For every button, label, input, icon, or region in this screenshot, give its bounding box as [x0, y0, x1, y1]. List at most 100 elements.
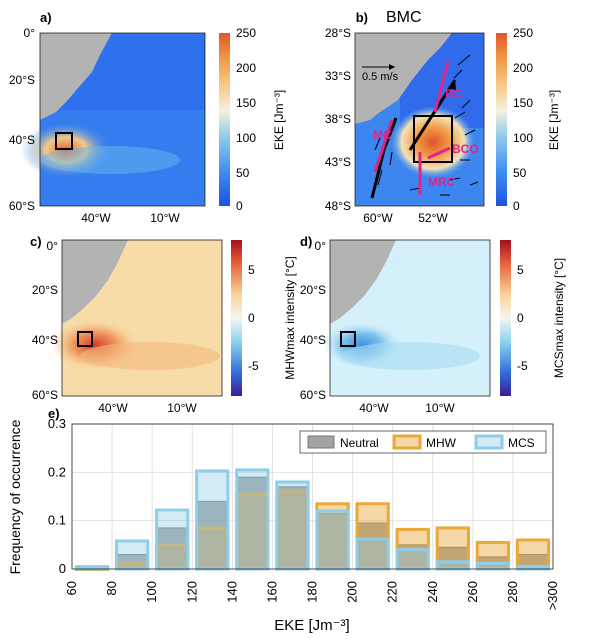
panel-d-bmc-box: [340, 331, 356, 347]
panel-a-land: [40, 33, 112, 120]
bar-mcs: [235, 468, 270, 571]
bar-mcs: [315, 509, 350, 571]
colorbar-tick: -5: [248, 359, 259, 373]
panel-b-land: [355, 33, 452, 124]
x-tick-label: 180: [305, 581, 320, 603]
panel-a-bmc-box: [55, 132, 73, 150]
colorbar-tick: 200: [513, 61, 533, 75]
panel-b: BMC b) 0.5 m/s BC MC B: [325, 9, 561, 225]
panel-c-lon-tick: 10°W: [167, 401, 197, 415]
panel-e-label: e): [48, 406, 60, 421]
bar-mcs: [195, 469, 230, 571]
panel-c-bmc-box: [77, 331, 93, 347]
panel-a-lon-tick: 40°W: [81, 211, 111, 225]
panel-e-x-ticks: 60 80 100 120 140 160 180 200 220 240 260 280 >300: [64, 581, 560, 610]
legend-label: MCS: [508, 436, 535, 450]
panel-c-label: c): [30, 234, 42, 249]
panel-d-colorbar-ticks: 5 0 -5: [517, 263, 528, 373]
panel-b-bmc-box: [413, 115, 453, 163]
panel-a-label: a): [40, 10, 52, 25]
panel-b-title: BMC: [386, 9, 422, 26]
x-tick-label: 260: [465, 581, 480, 603]
x-tick-label: 140: [224, 581, 239, 603]
panel-e-xlabel: EKE [Jm⁻³]: [274, 617, 349, 634]
legend-label: Neutral: [340, 436, 379, 450]
panel-d-colorbar: [500, 240, 511, 396]
lat-tick: 20°S: [300, 283, 326, 297]
x-tick-label: 200: [345, 581, 360, 603]
x-tick-label: 220: [385, 581, 400, 603]
bar-mcs: [114, 539, 150, 571]
panel-a-lat-tick: 20°S: [9, 73, 35, 87]
bar-mcs: [275, 480, 310, 571]
panel-d-land: [330, 240, 396, 324]
current-label-mrc: MRC: [428, 175, 456, 189]
bar-mcs: [155, 508, 190, 571]
y-tick-label: 0.2: [48, 464, 66, 479]
legend-swatch: [474, 434, 504, 450]
lat-tick: 40°S: [300, 333, 326, 347]
y-tick-label: 0.3: [48, 416, 66, 431]
y-tick-label: 0: [59, 561, 66, 576]
x-tick-label: 280: [505, 581, 520, 603]
bar-mhw: [515, 538, 551, 571]
current-label-bc: BC: [445, 87, 463, 101]
legend-swatch: [307, 435, 335, 449]
panel-a-lon-tick: 10°W: [150, 211, 180, 225]
panel-b-label: b): [356, 10, 368, 25]
lat-tick: 28°S: [325, 26, 351, 40]
panel-c-lon-tick: 40°W: [98, 401, 128, 415]
colorbar-tick: -5: [517, 359, 528, 373]
colorbar-tick: 50: [236, 166, 250, 180]
panel-b-lon-tick: 60°W: [363, 211, 393, 225]
panel-d-lon-tick: 40°W: [359, 401, 389, 415]
bar-neutral: [276, 486, 309, 570]
x-tick-label: 80: [104, 581, 119, 595]
panel-e-frame: [71, 423, 554, 570]
panel-e: e) 0 0.1 0.2 0.3 60 80 100 120 140 160 180 200 220 2…: [7, 406, 560, 634]
lat-tick: 60°S: [300, 388, 326, 402]
bar-neutral: [316, 512, 349, 570]
lat-tick: 38°S: [325, 112, 351, 126]
colorbar-tick: 0: [517, 311, 524, 325]
bar-mcs: [475, 561, 511, 571]
lat-tick: 48°S: [325, 199, 351, 213]
panel-b-lat-ticks: 28°S 33°S 38°S 43°S 48°S: [325, 26, 351, 213]
bar-mhw: [355, 502, 390, 571]
lat-tick: 0°: [315, 239, 327, 253]
x-tick-label: 100: [144, 581, 159, 603]
panel-c-colorbar: [231, 240, 242, 396]
bar-neutral: [356, 522, 389, 570]
x-tick-label: 240: [425, 581, 440, 603]
panel-d-label: d): [300, 234, 312, 249]
lat-tick: 40°S: [32, 333, 58, 347]
panel-b-scale-label: 0.5 m/s: [362, 71, 399, 83]
panel-c-colorbar-ticks: 5 0 -5: [248, 263, 259, 373]
lat-tick: 60°S: [32, 388, 58, 402]
x-tick-label: 120: [184, 581, 199, 603]
current-label-mc: MC: [373, 128, 392, 142]
colorbar-tick: 0: [248, 311, 255, 325]
legend-swatch: [392, 434, 422, 450]
panel-a: a) 0° 20°S 40°S 60°S 40°W 10°W 250 200 1…: [9, 10, 286, 225]
panel-d-colorbar-label: MCSmax intensity [°C]: [552, 258, 566, 378]
colorbar-tick: 100: [236, 131, 256, 145]
panel-a-colorbar-label: EKE [Jm⁻³]: [272, 90, 286, 150]
panel-a-lat-tick: 0°: [24, 26, 36, 40]
lat-tick: 20°S: [32, 283, 58, 297]
panel-a-lat-tick: 40°S: [9, 133, 35, 147]
x-tick-label: >300: [545, 581, 560, 610]
panel-b-eke-hotspot: [391, 106, 475, 178]
panel-b-colorbar-label: EKE [Jm⁻³]: [547, 90, 561, 150]
panel-e-ylabel: Frequency of occurrence: [7, 419, 23, 574]
panel-d-lat-ticks: 0° 20°S 40°S 60°S: [300, 239, 326, 402]
colorbar-tick: 0: [513, 199, 520, 213]
bar-mcs: [355, 537, 390, 571]
panel-d: d) 0° 20°S 40°S 60°S 40°W 10°W 5 0 -5 MC…: [300, 234, 566, 415]
lat-tick: 33°S: [325, 69, 351, 83]
panel-a-lat-tick: 60°S: [9, 199, 35, 213]
colorbar-tick: 150: [513, 96, 533, 110]
colorbar-tick: 5: [517, 263, 524, 277]
lat-tick: 43°S: [325, 155, 351, 169]
